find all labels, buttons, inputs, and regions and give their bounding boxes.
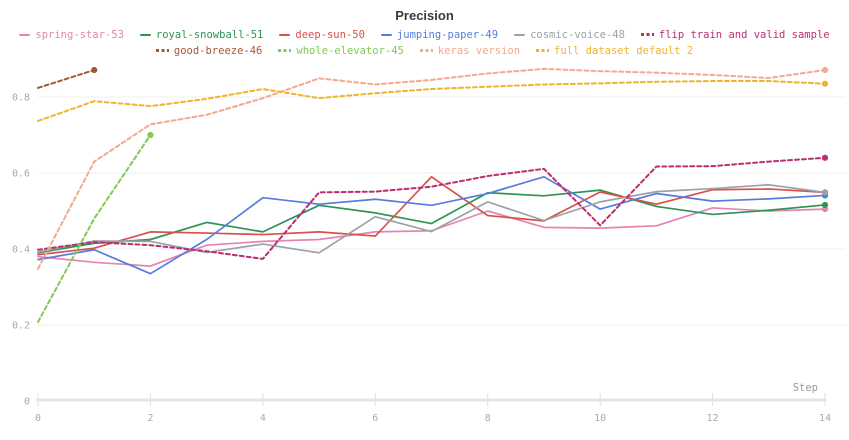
legend-label: whole-elevator-45: [296, 44, 404, 57]
series-line-cosmic-voice-48[interactable]: [37, 183, 826, 254]
legend-item-jumping-paper-49[interactable]: jumping-paper-49: [380, 28, 499, 41]
legend-item-deep-sun-50[interactable]: deep-sun-50: [279, 29, 365, 41]
series-endpoint-royal-snowball-51: [821, 201, 829, 209]
legend-item-spring-star-53[interactable]: spring-star-53: [19, 29, 124, 41]
series-line-jumping-paper-49[interactable]: [37, 175, 826, 275]
legend-item-keras-version[interactable]: keras version: [419, 44, 521, 57]
x-tick-label: 4: [260, 413, 266, 424]
series-line-deep-sun-50[interactable]: [37, 175, 826, 256]
legend-item-good-breeze-46[interactable]: good-breeze-46: [155, 44, 263, 57]
legend-label: good-breeze-46: [173, 44, 263, 57]
x-tick-label: 0: [35, 413, 41, 424]
legend-row-2: good-breeze-46 whole-elevator-45 keras ver…: [155, 43, 693, 58]
legend-row-1: spring-star-53 royal-snowball-51 deep-sun-…: [19, 27, 830, 42]
panel-title: Precision: [395, 8, 454, 23]
series-endpoint-cosmic-voice-48: [821, 189, 829, 196]
x-tick-label: 6: [372, 413, 378, 424]
chart-legend: spring-star-53 royal-snowball-51 deep-sun-…: [0, 27, 849, 58]
y-tick-label: 0.4: [12, 245, 30, 256]
series-endpoint-flip-train-and-valid-sample: [821, 154, 829, 161]
legend-label: flip train and valid sample: [658, 28, 830, 41]
x-tick-label: 2: [147, 413, 153, 424]
series-line-flip-train-and-valid-sample[interactable]: [37, 156, 826, 260]
legend-item-flip-train-and-valid-sample[interactable]: flip train and valid sample: [640, 28, 830, 41]
legend-label: royal-snowball-51: [155, 28, 264, 41]
y-tick-label: 0.2: [12, 321, 30, 332]
legend-label: jumping-paper-49: [396, 28, 499, 41]
series-line-full-dataset-default-2[interactable]: [37, 80, 826, 122]
solid-line-swatch-icon: [139, 33, 151, 36]
series-endpoint-keras-version: [821, 66, 829, 74]
series-line-keras-version[interactable]: [37, 67, 826, 270]
y-tick-label: 0.8: [12, 93, 30, 104]
dashed-line-swatch-icon: [155, 49, 169, 52]
legend-item-royal-snowball-51[interactable]: royal-snowball-51: [139, 28, 264, 41]
legend-label: deep-sun-50: [295, 28, 365, 41]
series-endpoint-full-dataset-default-2: [821, 80, 829, 87]
legend-label: cosmic-voice-48: [530, 28, 625, 41]
series-line-good-breeze-46[interactable]: [37, 69, 96, 89]
solid-line-swatch-icon: [514, 33, 526, 36]
series-line-royal-snowball-51[interactable]: [37, 189, 826, 254]
dashed-line-swatch-icon: [640, 33, 654, 36]
legend-item-whole-elevator-45[interactable]: whole-elevator-45: [278, 44, 404, 57]
series-endpoint-whole-elevator-45: [147, 131, 154, 139]
x-axis-title: Step: [793, 382, 818, 394]
legend-item-full-dataset-default-2[interactable]: full dataset default 2: [536, 45, 693, 57]
dashed-line-swatch-icon: [278, 49, 292, 52]
legend-label: keras version: [437, 44, 521, 57]
dashed-line-swatch-icon: [419, 49, 433, 52]
legend-label: spring-star-53: [35, 28, 124, 41]
legend-item-cosmic-voice-48[interactable]: cosmic-voice-48: [514, 29, 625, 41]
x-tick-label: 14: [819, 413, 831, 424]
y-tick-label: 0: [24, 397, 30, 408]
solid-line-swatch-icon: [279, 33, 291, 36]
dashed-line-swatch-icon: [536, 49, 550, 52]
legend-label: full dataset default 2: [554, 44, 694, 57]
x-tick-label: 8: [485, 413, 491, 424]
solid-line-swatch-icon: [380, 33, 392, 36]
x-tick-label: 12: [707, 413, 719, 424]
series-endpoint-good-breeze-46: [91, 66, 98, 74]
y-tick-label: 0.6: [12, 169, 30, 180]
solid-line-swatch-icon: [19, 33, 31, 36]
x-tick-label: 10: [594, 413, 606, 424]
series-line-whole-elevator-45[interactable]: [37, 134, 152, 323]
